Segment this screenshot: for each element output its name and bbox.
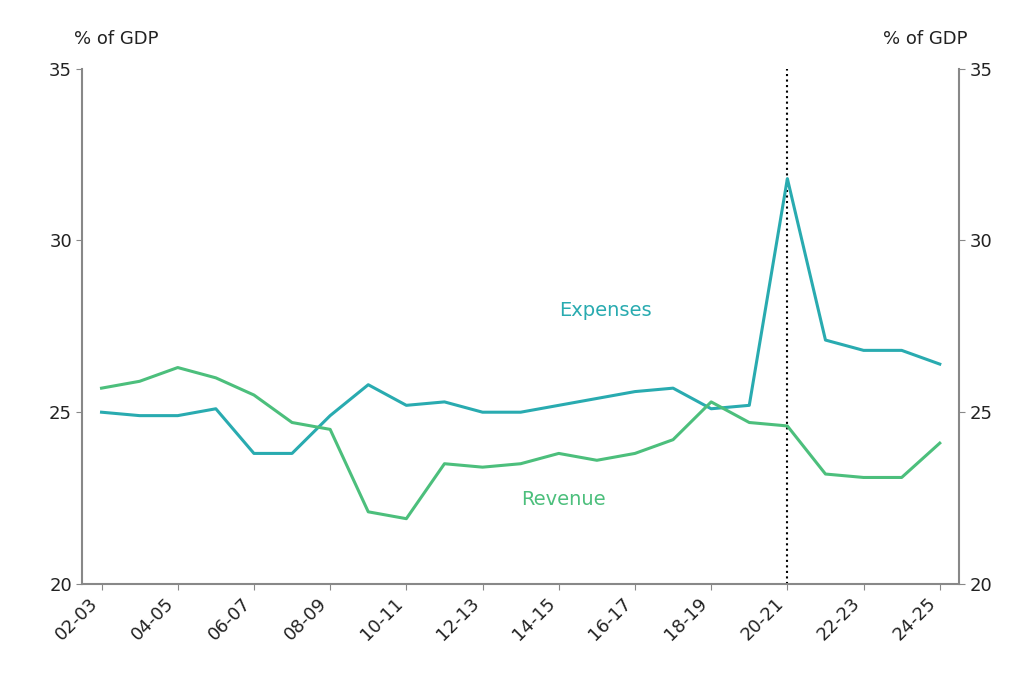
Text: % of GDP: % of GDP [74, 30, 158, 48]
Text: Expenses: Expenses [559, 301, 652, 320]
Text: % of GDP: % of GDP [884, 30, 968, 48]
Text: Revenue: Revenue [521, 490, 605, 509]
